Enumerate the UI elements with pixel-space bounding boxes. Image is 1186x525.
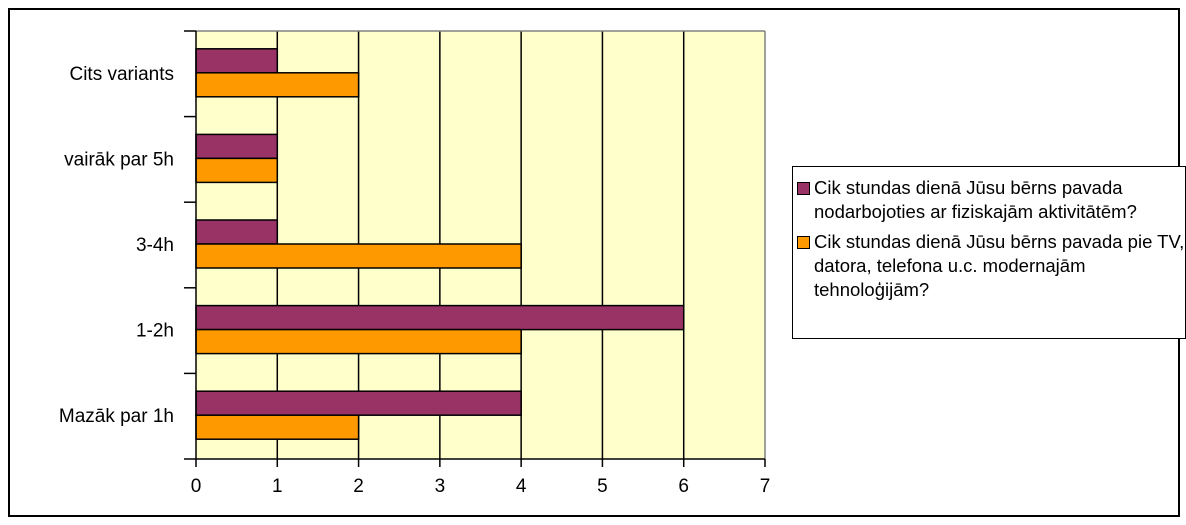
bar-physical-activity [195,390,522,416]
x-tick-label: 0 [191,476,202,497]
bar-technology [195,157,279,184]
bar-physical-activity [195,219,279,245]
y-tick-label: Mazāk par 1h [59,406,174,427]
bar-technology [195,243,522,269]
x-tick-label: 7 [760,476,771,497]
x-tick-label: 3 [435,476,446,497]
bar-technology [195,414,360,440]
legend-entry-technology: Cik stundas dienā Jūsu bērns pavada pie … [797,230,1185,302]
y-tick-label: 3-4h [136,235,174,256]
x-tick-label: 4 [516,476,527,497]
bar-physical-activity [195,48,279,74]
legend-swatch-physical [797,182,810,195]
bar-technology [195,72,360,98]
bar-physical-activity [195,304,685,331]
x-tick-label: 5 [597,476,608,497]
legend-label-physical: Cik stundas dienā Jūsu bērns pavada noda… [814,177,1137,222]
bar-physical-activity [195,133,279,160]
x-tick-label: 1 [272,476,283,497]
legend-swatch-technology [797,236,810,249]
bar-technology [195,328,522,355]
x-tick-label: 6 [678,476,689,497]
y-tick-label: 1-2h [136,321,174,342]
y-tick-label: vairāk par 5h [64,149,174,170]
x-tick-label: 2 [353,476,364,497]
legend-entry-physical: Cik stundas dienā Jūsu bērns pavada noda… [797,176,1185,224]
legend-label-technology: Cik stundas dienā Jūsu bērns pavada pie … [814,231,1185,300]
chart-legend: Cik stundas dienā Jūsu bērns pavada noda… [792,166,1186,339]
y-tick-label: Cits variants [69,64,174,85]
